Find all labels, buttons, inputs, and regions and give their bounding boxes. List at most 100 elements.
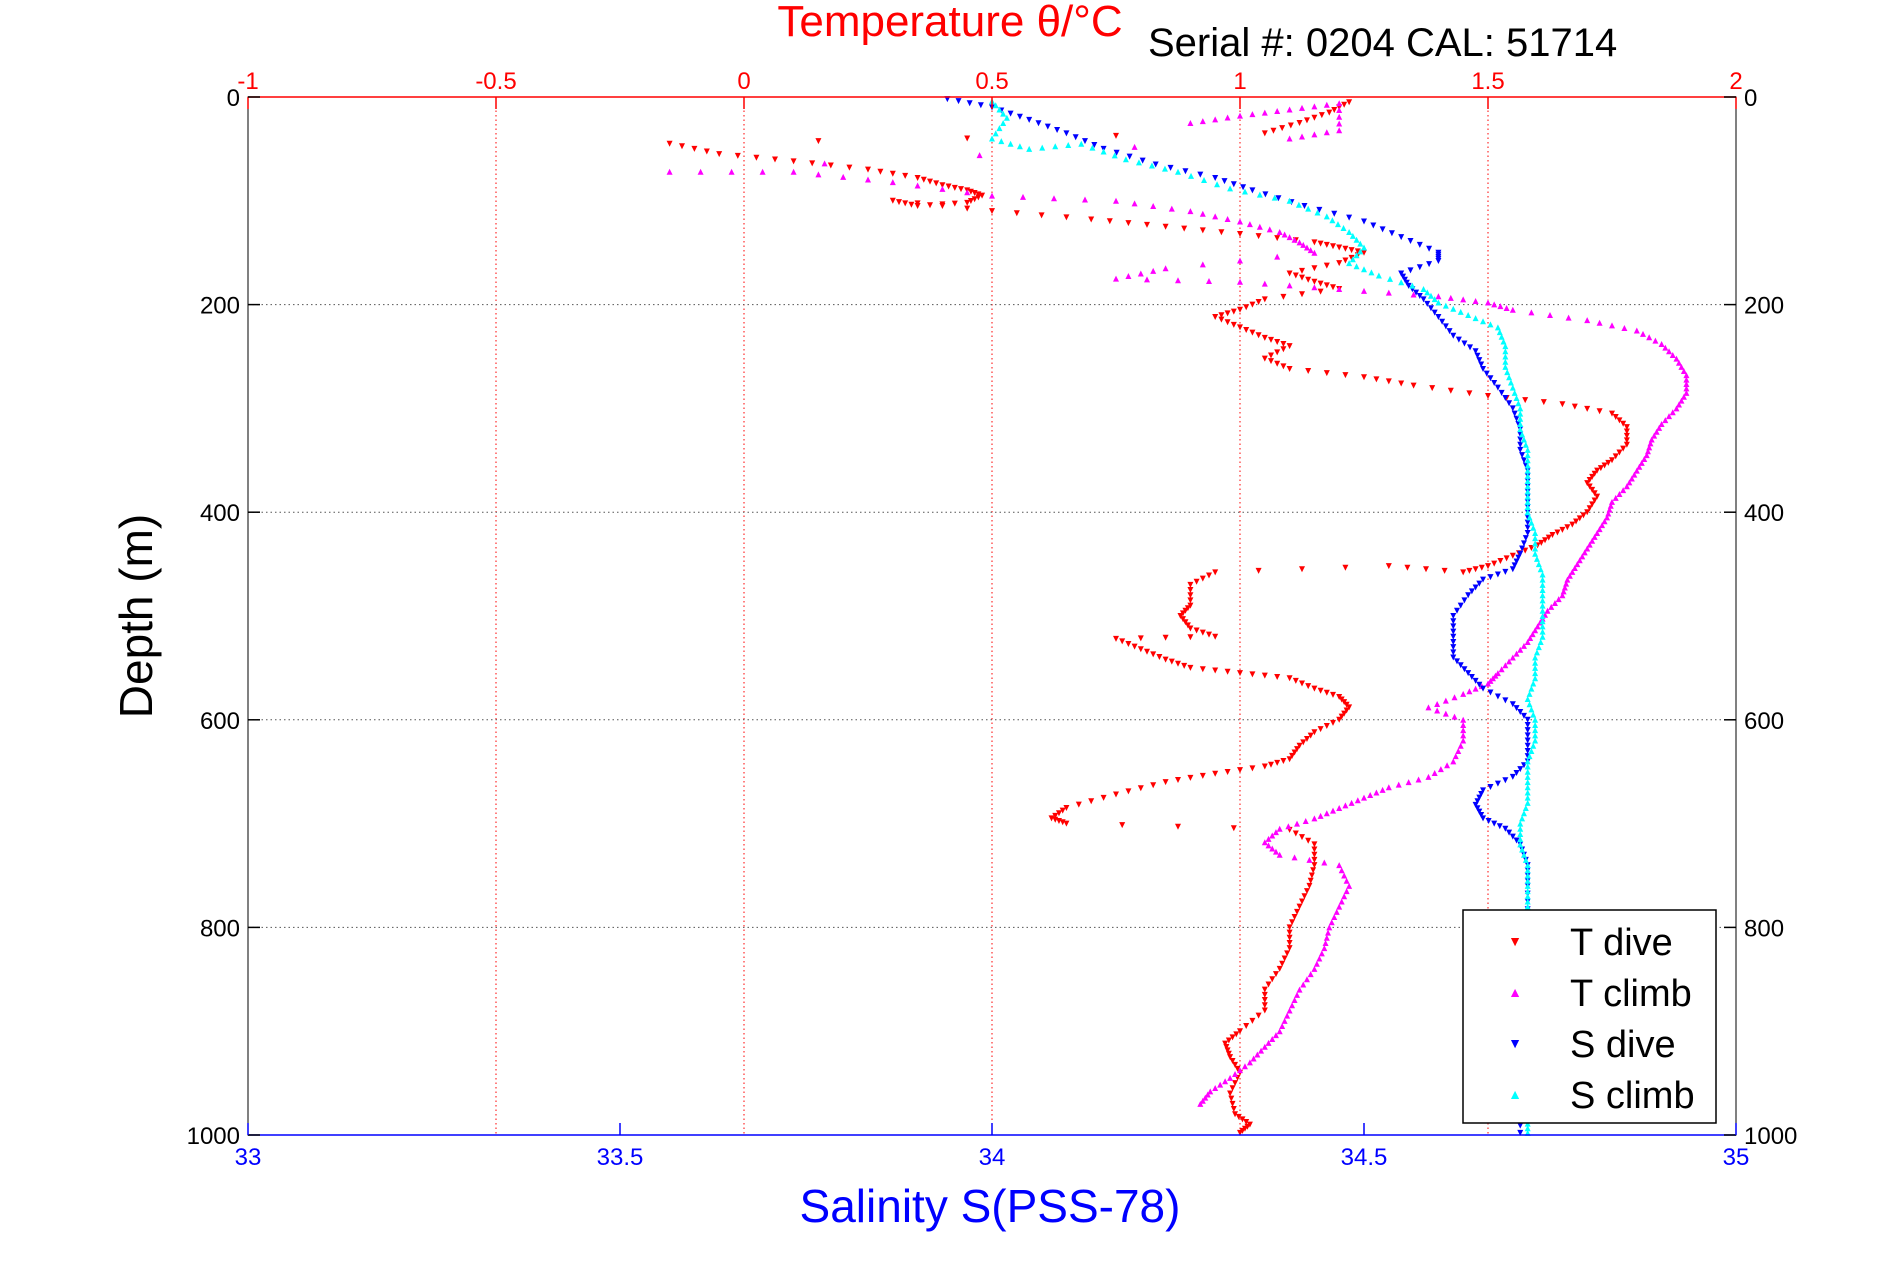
data-point [1524, 737, 1531, 744]
data-point [1517, 766, 1524, 773]
data-point [1544, 607, 1551, 614]
data-point [1524, 467, 1531, 474]
data-point [1472, 677, 1479, 684]
data-point [1450, 654, 1457, 661]
data-point [1113, 197, 1119, 204]
data-point [1227, 1054, 1234, 1061]
data-point [1666, 413, 1673, 420]
data-point [1322, 939, 1329, 946]
data-point [1330, 243, 1336, 250]
data-point [1539, 571, 1546, 578]
data-point [1361, 287, 1367, 294]
data-point [1450, 623, 1457, 630]
data-point [1317, 687, 1324, 694]
data-point [1605, 459, 1612, 466]
data-point [1354, 797, 1361, 804]
data-point [1294, 820, 1301, 827]
data-point [1230, 321, 1237, 328]
data-point [1249, 187, 1256, 194]
data-point [1451, 713, 1458, 720]
data-point [1519, 815, 1526, 822]
data-point [1212, 314, 1219, 321]
data-point [1487, 677, 1494, 684]
data-point [1261, 763, 1268, 770]
data-point [1230, 825, 1237, 832]
data-point [1199, 575, 1206, 582]
data-point [1450, 633, 1457, 640]
data-point [1255, 233, 1262, 240]
data-point [1258, 1047, 1265, 1054]
data-point [1509, 701, 1516, 708]
data-point [939, 185, 946, 192]
data-point [1480, 815, 1487, 822]
data-point [1303, 976, 1310, 983]
data-point [1307, 732, 1314, 739]
data-point [1175, 660, 1181, 667]
data-point [1294, 908, 1301, 915]
data-point [1289, 752, 1296, 759]
data-point [1548, 603, 1555, 610]
data-point [1435, 258, 1442, 265]
data-point [877, 168, 884, 175]
data-point [1586, 477, 1593, 484]
data-point [939, 182, 946, 189]
data-point [1261, 991, 1268, 998]
data-point [1524, 524, 1531, 531]
data-point [1007, 110, 1014, 117]
data-point [1529, 631, 1536, 638]
data-point [1336, 805, 1343, 812]
data-point [1460, 721, 1467, 728]
data-point [1299, 834, 1305, 841]
data-point [1405, 282, 1412, 289]
data-point [966, 100, 973, 107]
data-point [1330, 719, 1336, 726]
data-point [1520, 810, 1527, 817]
data-point [1224, 668, 1231, 675]
data-point [1286, 135, 1293, 142]
data-point [1385, 378, 1392, 385]
data-point [933, 180, 940, 187]
data-point [1225, 1050, 1232, 1057]
data-point [1532, 670, 1539, 677]
data-point [1517, 426, 1524, 433]
data-point [1589, 501, 1596, 508]
data-point [1524, 519, 1531, 526]
data-point [1480, 685, 1487, 692]
data-point [1187, 634, 1194, 641]
data-point [1336, 716, 1343, 723]
data-point [1292, 272, 1299, 279]
data-point [1274, 673, 1281, 680]
data-point [1526, 701, 1533, 708]
data-point [1375, 272, 1382, 279]
data-point [1379, 226, 1386, 233]
data-point [1184, 622, 1191, 629]
data-point [1246, 1059, 1253, 1066]
data-point [1409, 282, 1416, 289]
data-point [1341, 893, 1348, 900]
data-point [703, 148, 710, 155]
data-point [1491, 301, 1498, 308]
data-point [1528, 747, 1535, 754]
data-point [1296, 742, 1303, 749]
data-point [1054, 126, 1061, 133]
data-point [821, 160, 828, 167]
data-point [1113, 149, 1120, 156]
data-point [1262, 191, 1269, 198]
data-point [1540, 399, 1547, 406]
data-point [1545, 534, 1552, 541]
data-point [1658, 420, 1665, 427]
data-point [1341, 872, 1348, 879]
data-point [1517, 830, 1524, 837]
data-point [1569, 521, 1576, 528]
data-point [1485, 299, 1491, 306]
data-point [1323, 689, 1330, 696]
data-point [809, 160, 816, 167]
data-point [1398, 270, 1405, 277]
data-point [1520, 457, 1527, 464]
data-point [1003, 114, 1010, 121]
legend-label-t-dive: T dive [1570, 922, 1673, 964]
data-point [1524, 794, 1531, 801]
data-point [1289, 1002, 1296, 1009]
data-point [1221, 178, 1228, 185]
